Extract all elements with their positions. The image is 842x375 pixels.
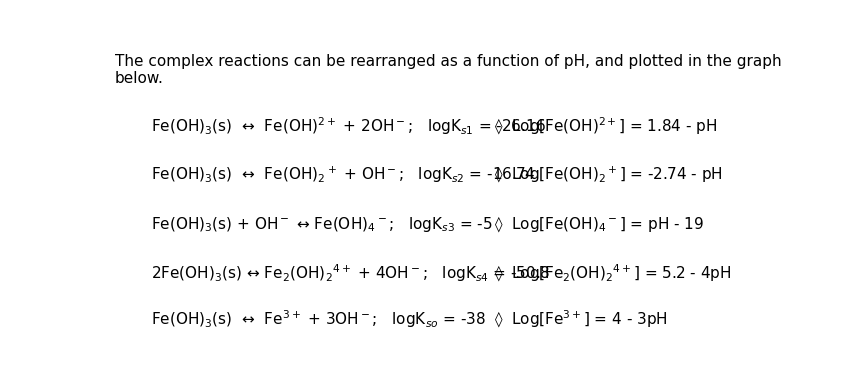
Text: 2Fe(OH)$_3$(s) ↔ Fe$_2$(OH)$_2$$^{4+}$ + 4OH$^-$;   logK$_{s4}$ = -50.8: 2Fe(OH)$_3$(s) ↔ Fe$_2$(OH)$_2$$^{4+}$ +… [151, 262, 551, 284]
Text: ◊  Log[Fe$_2$(OH)$_2$$^{4+}$] = 5.2 - 4pH: ◊ Log[Fe$_2$(OH)$_2$$^{4+}$] = 5.2 - 4pH [493, 262, 731, 284]
Text: ◊  Log[Fe(OH)$_2$$^+$] = -2.74 - pH: ◊ Log[Fe(OH)$_2$$^+$] = -2.74 - pH [493, 165, 722, 185]
Text: The complex reactions can be rearranged as a function of pH, and plotted in the : The complex reactions can be rearranged … [115, 54, 781, 86]
Text: ◊  Log[Fe(OH)$^{2+}$] = 1.84 - pH: ◊ Log[Fe(OH)$^{2+}$] = 1.84 - pH [493, 115, 717, 137]
Text: ◊  Log[Fe$^{3+}$] = 4 - 3pH: ◊ Log[Fe$^{3+}$] = 4 - 3pH [493, 309, 667, 330]
Text: Fe(OH)$_3$(s)  ↔  Fe$^{3+}$ + 3OH$^-$;   logK$_{so}$ = -38: Fe(OH)$_3$(s) ↔ Fe$^{3+}$ + 3OH$^-$; log… [151, 309, 486, 330]
Text: Fe(OH)$_3$(s)  ↔  Fe(OH)$_2$$^+$ + OH$^-$;   logK$_{s2}$ = -16.74: Fe(OH)$_3$(s) ↔ Fe(OH)$_2$$^+$ + OH$^-$;… [151, 165, 536, 185]
Text: Fe(OH)$_3$(s)  ↔  Fe(OH)$^{2+}$ + 2OH$^-$;   logK$_{s1}$ = -26.16: Fe(OH)$_3$(s) ↔ Fe(OH)$^{2+}$ + 2OH$^-$;… [151, 115, 546, 137]
Text: ◊  Log[Fe(OH)$_4$$^-$] = pH - 19: ◊ Log[Fe(OH)$_4$$^-$] = pH - 19 [493, 214, 704, 234]
Text: Fe(OH)$_3$(s) + OH$^-$ ↔ Fe(OH)$_4$$^-$;   logK$_{s3}$ = -5: Fe(OH)$_3$(s) + OH$^-$ ↔ Fe(OH)$_4$$^-$;… [151, 214, 493, 234]
